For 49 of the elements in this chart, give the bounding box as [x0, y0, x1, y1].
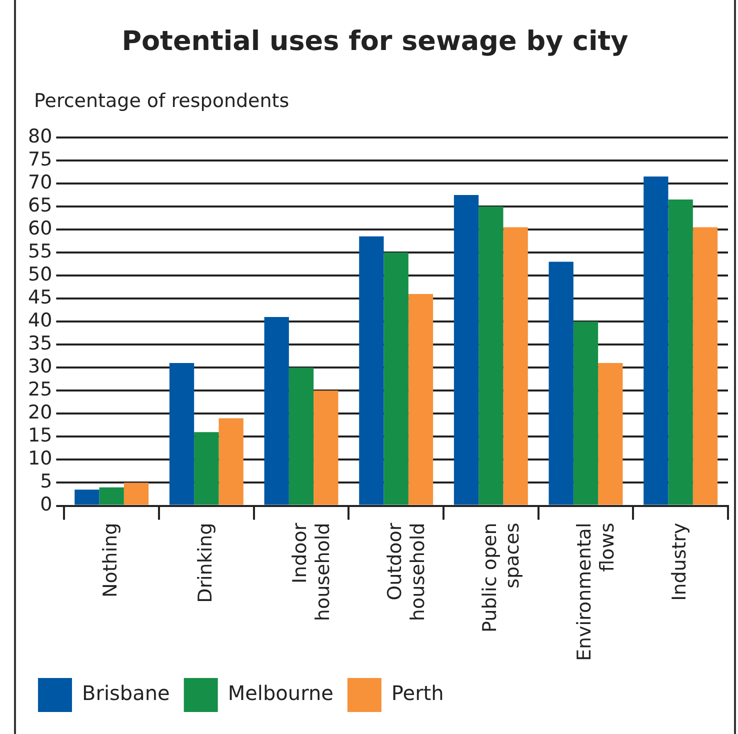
y-tick-label: 0	[40, 494, 52, 516]
y-tick-label: 30	[28, 356, 52, 378]
y-tick-label: 40	[28, 310, 52, 332]
bar	[548, 262, 574, 505]
bar	[264, 316, 289, 505]
x-tick-label: Industry	[668, 522, 691, 601]
y-tick-label: 75	[28, 148, 52, 170]
bar	[478, 206, 504, 505]
chart-title: Potential uses for sewage by city	[120, 26, 630, 57]
y-tick-label: 10	[28, 448, 52, 470]
y-tick-label: 25	[28, 378, 52, 401]
x-tick-label: Environmental flows	[574, 522, 618, 662]
bar	[598, 363, 623, 505]
x-tick-label: Nothing	[100, 522, 122, 598]
bar	[314, 390, 338, 505]
bar	[74, 490, 100, 505]
y-tick-label: 70	[28, 171, 52, 194]
bar	[288, 368, 314, 505]
y-tick-label: 55	[28, 240, 52, 262]
y-tick-label: 45	[28, 286, 52, 308]
y-tick-label: 20	[28, 402, 52, 424]
x-tick-label: Public open spaces	[478, 522, 524, 632]
bar	[384, 252, 408, 505]
y-tick-label: 5	[40, 470, 52, 493]
bar	[218, 418, 244, 505]
bar	[408, 294, 434, 505]
bar	[668, 200, 693, 505]
y-tick-label: 15	[28, 424, 52, 447]
y-tick-label: 35	[28, 332, 52, 355]
bar	[573, 322, 598, 505]
bar	[124, 482, 149, 505]
legend-label: Perth	[391, 681, 444, 706]
bar	[692, 227, 718, 505]
bar	[169, 363, 194, 505]
bar	[454, 194, 479, 505]
bar	[644, 176, 668, 505]
bar	[99, 487, 124, 505]
y-tick-label: 80	[28, 125, 52, 148]
legend-label: Brisbane	[82, 681, 170, 706]
y-tick-label: 60	[28, 217, 52, 240]
x-tick-label: Drinking	[194, 522, 216, 603]
bar	[194, 432, 219, 505]
bar	[503, 227, 528, 505]
x-tick-label: Indoor household	[289, 522, 334, 622]
bar	[359, 236, 384, 505]
legend-label: Melbourne	[228, 681, 334, 706]
y-tick-label: 50	[28, 263, 52, 286]
y-tick-label: 65	[28, 194, 52, 216]
y-axis-title: Percentage of respondents	[34, 90, 290, 112]
